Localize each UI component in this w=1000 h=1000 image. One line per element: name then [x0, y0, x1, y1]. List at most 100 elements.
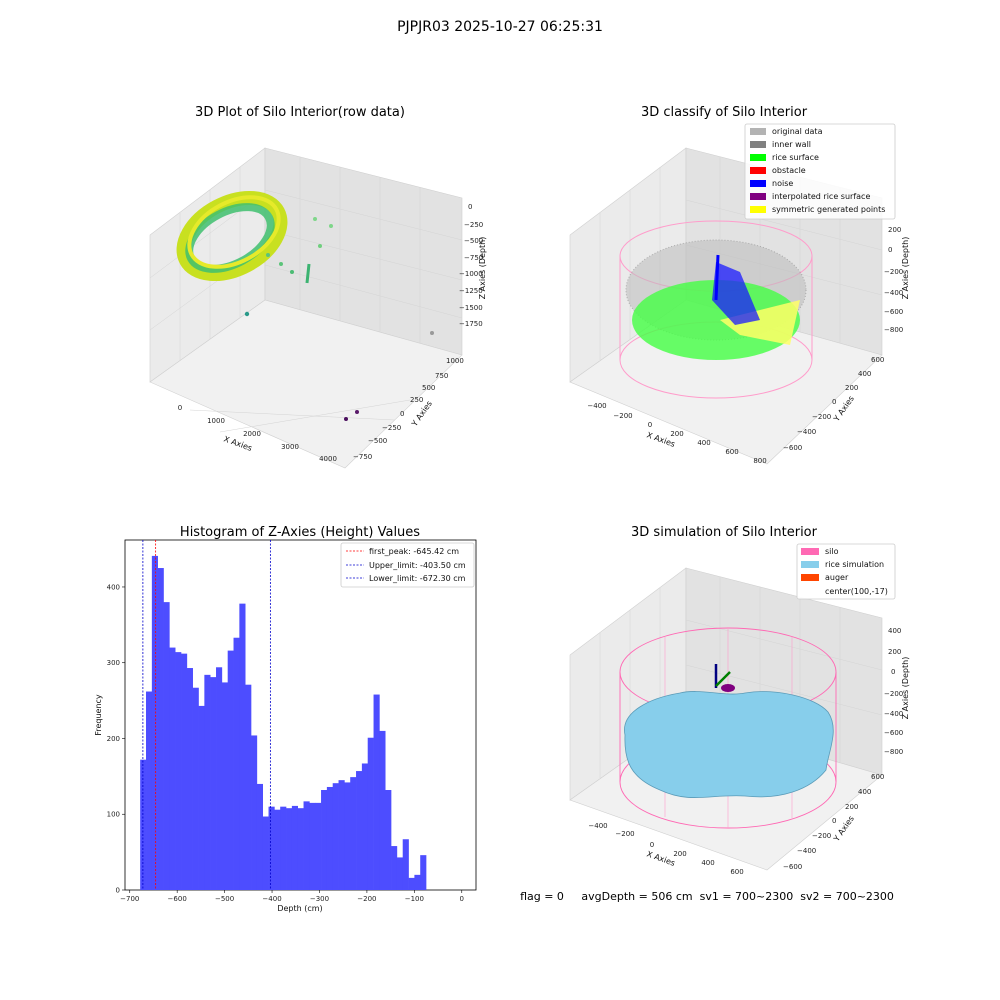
classify-z-ticks: 200 0 −200 −400 −600 −800	[884, 226, 903, 334]
classify-legend-frame	[744, 123, 896, 220]
histogram-title: Histogram of Z-Axies (Height) Values	[180, 525, 420, 540]
raw-point	[329, 224, 333, 228]
classify-noise-spike	[714, 254, 720, 301]
raw-z-tick: −1750	[459, 320, 483, 328]
histogram-bar	[373, 694, 380, 890]
histogram-reference-lines	[142, 540, 271, 890]
histogram-bar	[280, 806, 287, 890]
sim-auger	[714, 664, 735, 692]
histogram-bar	[204, 674, 211, 890]
panel-raw-data: 3D Plot of Silo Interior(row data)	[149, 105, 487, 469]
raw-point	[290, 270, 294, 274]
classify-legend-item: interpolated rice surface	[750, 192, 870, 201]
raw-y-tick: 750	[435, 372, 448, 380]
histogram-bar	[198, 705, 205, 890]
classify-y-tick: −200	[812, 413, 831, 421]
histogram-bar	[227, 650, 234, 890]
sim-z-label: Z Axies (Depth)	[901, 657, 910, 720]
panel-histogram: Histogram of Z-Axies (Height) Values −70…	[94, 525, 477, 913]
classify-z-tick: 200	[888, 226, 901, 234]
histogram-bar	[256, 783, 263, 890]
raw-z-label: Z Axies (Depth)	[478, 237, 487, 300]
histogram-bar	[350, 777, 357, 890]
histogram-bar	[344, 782, 351, 890]
sim-z-tick: 200	[888, 648, 901, 656]
panel-simulation: 3D simulation of Silo Interior	[569, 525, 910, 876]
classify-x-tick: 400	[697, 439, 710, 447]
classify-point-cloud	[619, 220, 813, 399]
sim-y-tick: −400	[797, 847, 816, 855]
classify-z-tick: −400	[884, 289, 903, 297]
histogram-bar	[420, 855, 427, 890]
raw-x-ticks: 0 1000 2000 3000 4000	[178, 404, 337, 463]
sim-z-ticks: 400 200 0 −200 −400 −600 −800	[884, 627, 903, 756]
histogram-bar	[169, 647, 176, 890]
classify-z-tick: −800	[884, 326, 903, 334]
histogram-bar	[262, 816, 269, 890]
panel-classify: 3D classify of Silo Interior	[569, 105, 910, 465]
histogram-y-ticks: 0 100 200 300 400	[107, 583, 125, 895]
histogram-bar	[286, 808, 293, 890]
classify-z-tick: −200	[884, 268, 903, 276]
raw-z-tick: −250	[464, 221, 483, 229]
classify-legend-label: symmetric generated points	[772, 205, 885, 214]
histogram-bar	[402, 839, 409, 890]
histogram-x-label: Depth (cm)	[277, 904, 322, 913]
raw-point	[279, 262, 283, 266]
histogram-legend-label: Upper_limit: -403.50 cm	[369, 561, 466, 570]
classify-x-tick: 200	[670, 430, 683, 438]
raw-y-tick: 250	[410, 396, 423, 404]
raw-point-cloud	[176, 190, 434, 421]
histogram-bar	[192, 687, 199, 890]
histogram-bar	[385, 790, 392, 890]
histogram-legend-label: Lower_limit: -672.30 cm	[369, 574, 466, 583]
classify-legend-label: noise	[772, 179, 793, 188]
histogram-bar	[321, 790, 328, 890]
classify-y-tick: −400	[797, 428, 816, 436]
classify-y-tick: −600	[783, 444, 802, 452]
sim-legend-item: center(100,-17)	[825, 587, 888, 596]
sim-x-tick: −200	[615, 830, 634, 838]
histogram-x-tick: −700	[120, 895, 139, 903]
raw-floor	[149, 299, 463, 469]
classify-symmetric-points	[720, 300, 800, 345]
histogram-bar	[326, 786, 334, 890]
raw-y-tick: 1000	[446, 357, 464, 365]
raw-x-tick: 3000	[281, 443, 299, 451]
histogram-bar	[146, 691, 153, 890]
sim-legend-label: center(100,-17)	[825, 587, 888, 596]
classify-y-tick: 600	[871, 356, 884, 364]
histogram-bar	[251, 735, 258, 890]
panel-sim-title: 3D simulation of Silo Interior	[631, 525, 818, 540]
raw-point	[266, 253, 270, 257]
classify-x-tick: −400	[587, 402, 606, 410]
histogram-bar	[216, 667, 223, 890]
histogram-x-tick: −500	[215, 895, 234, 903]
raw-y-tick: 500	[422, 384, 435, 392]
histogram-bar	[367, 737, 374, 890]
histogram-bar	[396, 857, 404, 890]
classify-legend-item: rice surface	[750, 153, 819, 162]
histogram-bar	[268, 806, 275, 890]
raw-z-tick: −1250	[459, 287, 483, 295]
histogram-bar	[233, 637, 240, 890]
classify-legend-label: obstacle	[772, 166, 806, 175]
histogram-y-tick: 100	[107, 811, 120, 819]
panel-raw-title: 3D Plot of Silo Interior(row data)	[195, 105, 405, 120]
histogram-bar	[274, 809, 281, 890]
sim-x-tick: −400	[588, 822, 607, 830]
sim-legend-swatch	[801, 574, 819, 581]
histogram-legend-item: first_peak: -645.42 cm	[346, 547, 459, 556]
classify-y-ticks: 600 400 200 0 −200 −400 −600	[783, 356, 884, 452]
sim-y-tick: 400	[858, 788, 871, 796]
classify-legend-item: symmetric generated points	[750, 205, 885, 214]
histogram-x-tick: −600	[168, 895, 187, 903]
raw-z-tick: −750	[464, 254, 483, 262]
raw-point	[244, 311, 250, 317]
classify-rice-surface	[632, 280, 800, 360]
histogram-bar	[315, 802, 322, 890]
classify-z-tick: −600	[884, 308, 903, 316]
histogram-bar	[210, 677, 217, 890]
sim-y-tick: 200	[845, 803, 858, 811]
raw-point	[344, 417, 348, 421]
